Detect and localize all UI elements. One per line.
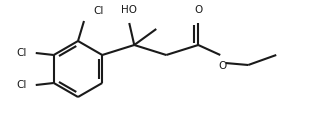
- Text: Cl: Cl: [93, 6, 103, 16]
- Text: HO: HO: [121, 5, 137, 15]
- Text: O: O: [194, 5, 202, 15]
- Text: O: O: [218, 61, 226, 71]
- Text: Cl: Cl: [16, 80, 27, 90]
- Text: Cl: Cl: [16, 48, 27, 58]
